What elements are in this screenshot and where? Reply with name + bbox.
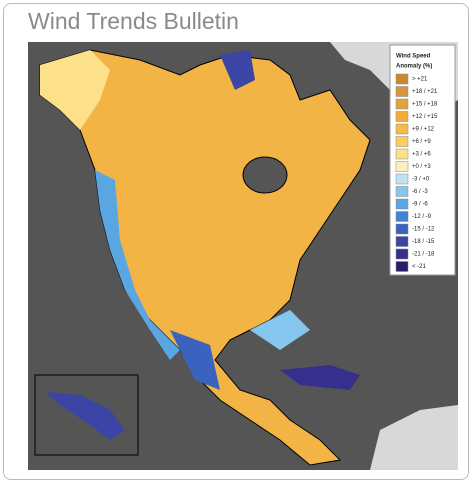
- legend-swatch: [395, 198, 409, 210]
- legend-label: -12 / -9: [412, 214, 432, 220]
- legend-swatch: [395, 123, 409, 135]
- legend-label: -6 / -3: [412, 189, 428, 195]
- legend-label: < -21: [412, 264, 427, 270]
- legend-label: -3 / +0: [412, 177, 430, 183]
- legend-label: +18 / +21: [412, 89, 438, 95]
- legend-swatch: [395, 161, 409, 172]
- page-title: Wind Trends Bulletin: [28, 8, 239, 34]
- legend-title: Anomaly (%): [396, 64, 432, 70]
- legend-swatch: [395, 136, 409, 147]
- legend-swatch: [395, 148, 409, 160]
- caribbean: [280, 365, 360, 390]
- legend-label: -18 / -15: [412, 239, 435, 245]
- gulf-negative: [250, 310, 310, 350]
- legend-swatch: [395, 223, 409, 235]
- mexico-negative: [170, 330, 220, 390]
- legend-label: +0 / +3: [412, 164, 431, 170]
- legend-label: +3 / +6: [412, 152, 431, 158]
- legend-swatch: [395, 211, 409, 222]
- legend-title: Wind Speed: [396, 54, 431, 60]
- legend-swatch: [395, 86, 409, 97]
- legend-label: -15 / -12: [412, 227, 435, 233]
- arctic-negative: [220, 50, 255, 90]
- legend-label: +15 / +18: [412, 102, 438, 108]
- legend-swatch: [395, 111, 409, 122]
- alaska: [40, 50, 110, 130]
- legend-swatch: [395, 236, 409, 247]
- hawaii: [45, 392, 125, 440]
- legend-swatch: [395, 261, 409, 272]
- legend-label: -21 / -18: [412, 252, 435, 258]
- south-america: [370, 405, 458, 470]
- legend-items: > +21 +18 / +21 +15 / +18 +12 / +15 +9 / +12…: [395, 73, 438, 272]
- legend-swatch: [395, 186, 409, 197]
- legend-label: +6 / +9: [412, 139, 431, 145]
- frame: [3, 3, 469, 480]
- legend-label: -9 / -6: [412, 202, 428, 208]
- legend-label: +12 / +15: [412, 114, 438, 120]
- legend-swatch: [395, 98, 409, 110]
- west-coast-negative: [95, 170, 180, 360]
- legend-label: > +21: [412, 77, 428, 83]
- legend-label: +9 / +12: [412, 127, 435, 133]
- legend-swatch: [395, 248, 409, 260]
- legend-swatch: [395, 173, 409, 185]
- hudson-bay: [242, 156, 288, 194]
- legend-swatch: [395, 73, 409, 85]
